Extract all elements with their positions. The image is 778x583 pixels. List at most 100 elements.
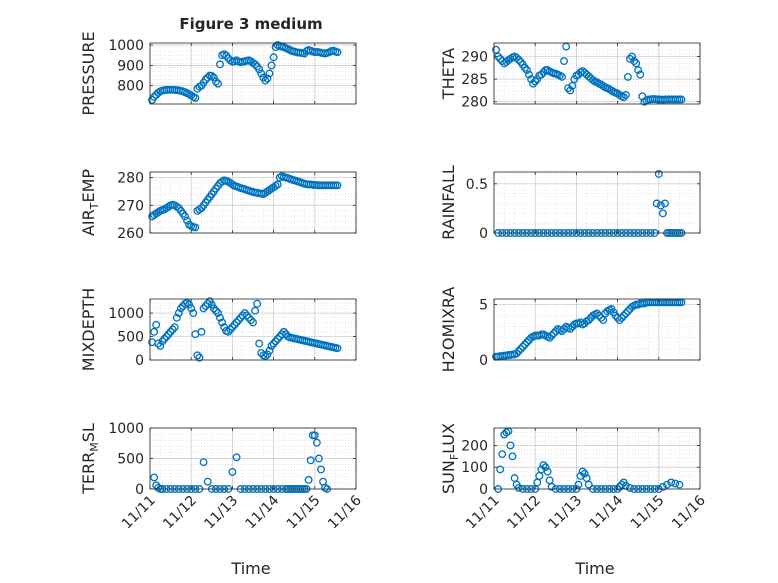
data-point xyxy=(310,431,319,440)
data-point xyxy=(207,300,216,309)
data-point xyxy=(214,79,222,88)
data-points xyxy=(148,172,342,232)
data-point xyxy=(253,299,262,308)
data-point xyxy=(257,69,266,78)
data-point xyxy=(564,84,573,93)
y-tick-label: 900 xyxy=(117,58,144,74)
y-axis-label: PRESSURE xyxy=(79,31,98,115)
data-point xyxy=(566,324,575,333)
y-tick-label: 280 xyxy=(461,95,488,111)
data-point xyxy=(201,75,210,84)
y-tick-label: 0 xyxy=(479,226,488,242)
data-point xyxy=(617,480,626,489)
data-point xyxy=(514,55,523,64)
data-point xyxy=(203,477,212,486)
data-point xyxy=(156,341,165,350)
x-tick-label: 11/13 xyxy=(201,493,241,533)
axes-box xyxy=(493,298,701,361)
data-point xyxy=(251,60,260,69)
data-point xyxy=(209,73,218,82)
data-point xyxy=(197,327,206,336)
data-point xyxy=(492,45,501,54)
data-point xyxy=(263,74,272,83)
data-point xyxy=(242,311,251,320)
data-point xyxy=(541,463,550,472)
data-point xyxy=(195,353,204,362)
data-point xyxy=(185,300,194,309)
data-point xyxy=(267,341,276,350)
data-point xyxy=(537,70,546,79)
y-tick-label: 800 xyxy=(117,79,144,95)
data-point xyxy=(164,330,173,339)
data-point xyxy=(232,318,241,327)
data-point xyxy=(615,316,624,325)
data-point xyxy=(630,57,639,66)
data-point xyxy=(183,216,192,225)
data-point xyxy=(168,325,177,334)
data-point xyxy=(498,450,507,459)
data-point xyxy=(333,181,342,190)
data-point xyxy=(514,347,523,356)
data-point xyxy=(558,72,566,81)
data-point xyxy=(652,199,661,208)
data-points xyxy=(494,427,684,493)
data-point xyxy=(240,309,249,318)
data-point xyxy=(234,316,243,325)
data-point xyxy=(154,339,163,348)
data-point xyxy=(634,66,643,75)
data-point xyxy=(199,458,208,467)
data-point xyxy=(549,329,558,338)
data-point xyxy=(220,50,229,59)
data-point xyxy=(224,327,233,336)
data-point xyxy=(230,320,239,329)
data-point xyxy=(203,299,212,308)
data-point xyxy=(539,461,548,469)
data-point xyxy=(261,76,270,85)
data-point xyxy=(523,338,531,347)
y-tick-label: 1000 xyxy=(108,306,144,322)
data-point xyxy=(209,304,218,313)
x-tick-label: 11/16 xyxy=(669,492,709,532)
data-point xyxy=(251,306,260,315)
figure-title: Figure 3 medium xyxy=(179,15,322,33)
data-point xyxy=(333,344,342,353)
data-point xyxy=(216,313,224,322)
x-tick-label: 11/12 xyxy=(504,493,544,533)
data-points xyxy=(148,297,342,362)
data-point xyxy=(516,344,525,353)
data-point xyxy=(187,91,196,100)
y-tick-label: 0 xyxy=(479,482,488,498)
data-point xyxy=(152,320,161,329)
data-point xyxy=(160,334,169,343)
data-point xyxy=(623,307,632,316)
data-point xyxy=(150,473,159,482)
data-point xyxy=(619,311,628,320)
x-tick-label: 11/16 xyxy=(325,492,365,532)
data-point xyxy=(312,438,321,447)
data-point xyxy=(189,309,198,318)
data-point xyxy=(663,480,671,489)
data-point xyxy=(174,309,183,318)
data-point xyxy=(314,454,323,463)
data-point xyxy=(584,316,593,325)
data-point xyxy=(207,71,216,80)
data-point xyxy=(244,313,253,322)
data-point xyxy=(269,339,278,348)
x-tick-label: 11/15 xyxy=(284,493,324,533)
data-point xyxy=(246,316,255,325)
y-tick-label: 5 xyxy=(479,298,488,314)
data-point xyxy=(512,53,521,62)
data-point xyxy=(187,304,196,313)
data-point xyxy=(506,441,515,450)
x-tick-label: 11/12 xyxy=(160,493,200,533)
data-point xyxy=(520,63,529,72)
axes-box xyxy=(493,171,701,234)
data-point xyxy=(543,467,552,476)
data-point xyxy=(150,327,159,336)
y-tick-label: 285 xyxy=(461,72,488,88)
data-point xyxy=(150,92,159,101)
y-tick-label: 0 xyxy=(135,353,144,369)
